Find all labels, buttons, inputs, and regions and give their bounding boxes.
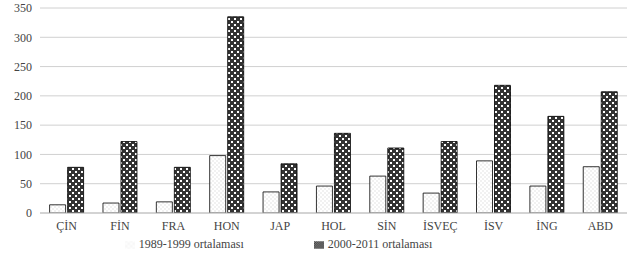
svg-text:ABD: ABD xyxy=(588,219,614,233)
svg-text:100: 100 xyxy=(14,148,32,162)
svg-text:250: 250 xyxy=(14,60,32,74)
svg-text:FİN: FİN xyxy=(110,219,130,233)
svg-text:HOL: HOL xyxy=(321,219,346,233)
svg-text:SİN: SİN xyxy=(377,219,397,233)
svg-text:İSV: İSV xyxy=(484,219,504,233)
svg-text:300: 300 xyxy=(14,31,32,45)
svg-text:İSVEÇ: İSVEÇ xyxy=(423,219,458,233)
svg-text:350: 350 xyxy=(14,1,32,15)
svg-text:HON: HON xyxy=(214,219,240,233)
svg-text:200: 200 xyxy=(14,89,32,103)
svg-text:İNG: İNG xyxy=(536,219,558,233)
html-text:1989-1999 ortalaması: 1989-1999 ortalaması xyxy=(138,237,244,251)
svg-text:ÇİN: ÇİN xyxy=(56,219,77,233)
svg-text:50: 50 xyxy=(20,177,32,191)
svg-text:150: 150 xyxy=(14,118,32,132)
svg-text:JAP: JAP xyxy=(270,219,290,233)
html-text:2000-2011 ortalaması: 2000-2011 ortalaması xyxy=(327,237,433,251)
svg-text:0: 0 xyxy=(26,206,32,220)
svg-text:FRA: FRA xyxy=(162,219,186,233)
